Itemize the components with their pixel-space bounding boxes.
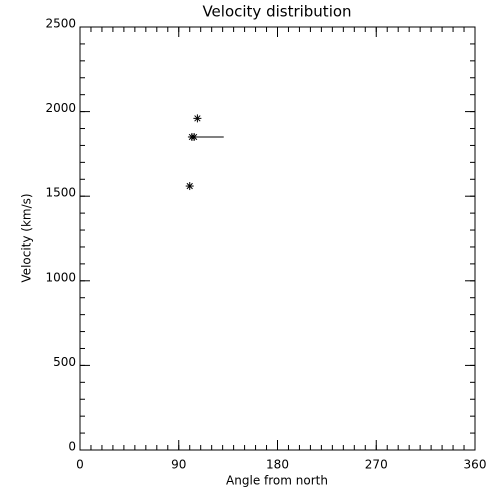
asterisk-stroke [190,133,198,141]
data-point [193,114,202,123]
asterisk-stroke [186,182,193,190]
data-point [190,132,199,141]
y-tick-label: 2000 [45,101,76,115]
x-tick-label: 90 [171,458,186,472]
chart-title: Velocity distribution [202,3,351,21]
y-tick-label: 1000 [45,270,76,284]
y-tick-label: 500 [53,355,76,369]
x-tick-label: 270 [365,458,388,472]
asterisk-stroke [194,115,201,122]
x-tick-label: 0 [76,458,84,472]
y-tick-label: 1500 [45,186,76,200]
x-tick-label: 180 [266,458,289,472]
y-axis-label: Velocity (km/s) [20,193,34,282]
x-axis-label: Angle from north [226,474,328,488]
y-tick-label: 2500 [45,17,76,31]
data-point [185,182,194,191]
y-tick-label: 0 [68,440,76,454]
x-tick-label: 360 [464,458,487,472]
